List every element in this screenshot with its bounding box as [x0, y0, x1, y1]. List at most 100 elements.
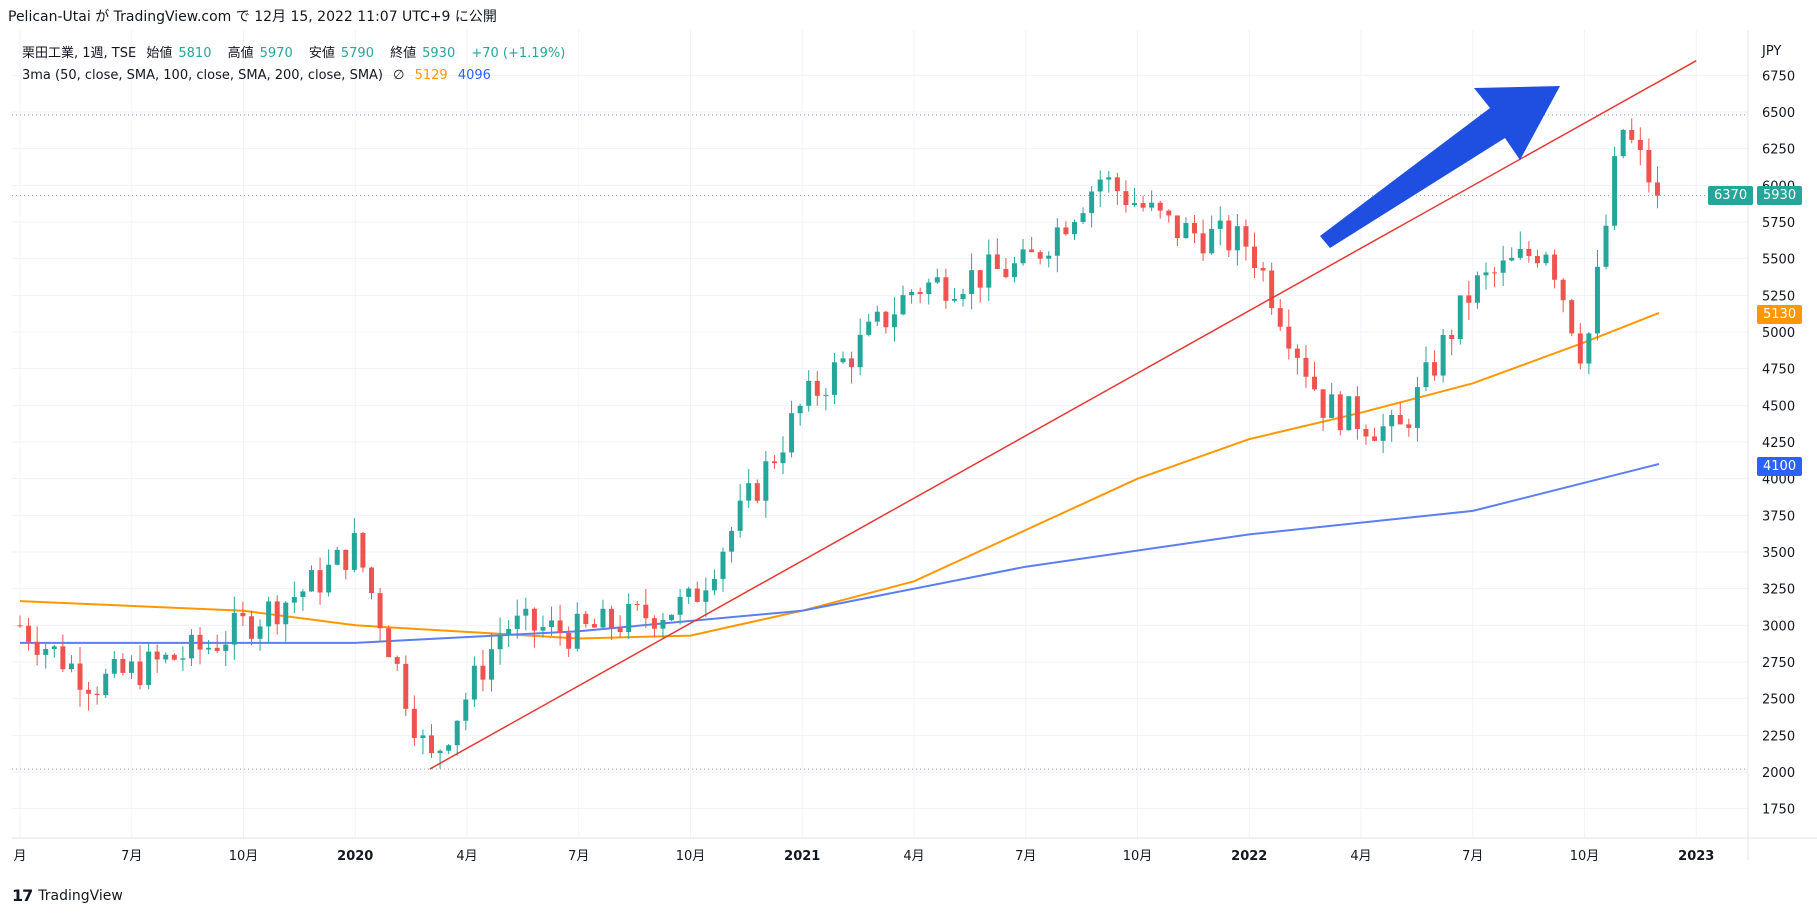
- candle-body: [1509, 257, 1515, 261]
- ohlc-high: 高値 5970: [227, 46, 293, 61]
- candle-body: [326, 564, 332, 593]
- candle-body: [231, 612, 237, 645]
- up-right-arrow-shape: [1320, 86, 1560, 248]
- candle-body: [660, 620, 666, 629]
- candle-body: [1260, 268, 1266, 271]
- candle-body: [591, 624, 597, 628]
- y-tick-label: 4250: [1762, 436, 1795, 451]
- candle-body: [351, 532, 357, 570]
- candle-body: [368, 567, 374, 594]
- candle-body: [1397, 414, 1403, 425]
- candle-body: [1114, 177, 1120, 192]
- candle-body: [994, 254, 1000, 269]
- candle-body: [1192, 222, 1198, 234]
- candle-body: [1200, 233, 1206, 254]
- y-tick-label: 2500: [1762, 693, 1795, 708]
- candle-body: [1243, 226, 1249, 247]
- candle-body: [643, 604, 649, 619]
- ma-value-1: 5129: [414, 68, 448, 83]
- candle-body: [763, 461, 769, 501]
- candle-body: [308, 570, 314, 592]
- candle-body: [257, 626, 263, 639]
- candle-body: [960, 294, 966, 299]
- candle-body: [1346, 396, 1352, 431]
- candle-body: [437, 750, 443, 754]
- candle-body: [1603, 225, 1609, 267]
- candle-body: [1380, 426, 1386, 441]
- candle-body: [677, 596, 683, 615]
- candle-body: [480, 665, 486, 680]
- y-tick-label: 6750: [1762, 69, 1795, 84]
- candle-body: [523, 608, 529, 616]
- candle-body: [180, 658, 186, 660]
- candle-body: [574, 613, 580, 649]
- y-tick-label: 5000: [1762, 326, 1795, 341]
- candle-body: [926, 282, 932, 295]
- indicator-info[interactable]: 3ma (50, close, SMA, 100, close, SMA, 20…: [22, 68, 383, 83]
- candle-body: [60, 646, 66, 670]
- candle-body: [86, 689, 92, 694]
- candle-body: [1354, 396, 1360, 430]
- candle-body: [1097, 179, 1103, 192]
- candle-body: [1037, 252, 1043, 259]
- candle-body: [403, 663, 409, 709]
- candle-body: [214, 647, 220, 651]
- symbol-info[interactable]: 栗田工業, 1週, TSE: [22, 46, 137, 61]
- candle-body: [317, 570, 323, 593]
- indicator-legend-row: 3ma (50, close, SMA, 100, close, SMA, 20…: [22, 65, 571, 87]
- candle-body: [1552, 254, 1558, 280]
- x-tick-label: 月: [13, 849, 26, 864]
- candle-body: [969, 270, 975, 295]
- candle-body: [1209, 228, 1215, 254]
- horizontal-lines: [12, 114, 1748, 770]
- hidden-indicator-icon: ∅: [393, 68, 405, 83]
- chart-grid: [12, 30, 1748, 838]
- candle-body: [1560, 279, 1566, 301]
- currency-label: JPY: [1761, 44, 1781, 59]
- candle-body: [146, 651, 152, 686]
- y-tick-label: 5250: [1762, 289, 1795, 304]
- time-axis[interactable]: 月 7月 10月 2020 4月 7月 10月 2021 4月 7月 10月 2022 4月 7月 10月 2…: [13, 849, 1714, 864]
- candle-body: [77, 663, 83, 690]
- candle-body: [1440, 334, 1446, 376]
- candle-body: [1046, 255, 1052, 259]
- candle-body: [1080, 213, 1086, 223]
- candle-body: [977, 270, 983, 288]
- candle-body: [1277, 308, 1283, 327]
- ohlc-open: 始値 5810: [146, 46, 212, 61]
- chart-legend: 栗田工業, 1週, TSE 始値 5810 高値 5970 安値 5790 終値 593…: [22, 43, 571, 87]
- candle-body: [1646, 150, 1652, 183]
- y-tick-label: 3750: [1762, 509, 1795, 524]
- y-tick-label: 4000: [1762, 473, 1795, 488]
- candle-body: [549, 620, 555, 628]
- candle-body: [1123, 191, 1129, 206]
- candle-body: [1406, 424, 1412, 428]
- candle-body: [394, 657, 400, 664]
- y-tick-label: 6500: [1762, 106, 1795, 121]
- candle-body: [789, 413, 795, 453]
- y-tick-label: 3250: [1762, 583, 1795, 598]
- candle-body: [583, 613, 589, 625]
- candle-body: [600, 608, 606, 628]
- candle-body: [1449, 334, 1455, 339]
- candle-body: [823, 394, 829, 396]
- candle-body: [729, 530, 735, 552]
- candle-body: [874, 311, 880, 322]
- y-tick-label: 1750: [1762, 803, 1795, 818]
- candle-body: [1577, 333, 1583, 364]
- candle-body: [557, 620, 563, 633]
- candle-body: [1174, 215, 1180, 239]
- candle-body: [737, 500, 743, 531]
- candle-body: [1303, 357, 1309, 377]
- candle-body: [386, 628, 392, 658]
- candle-body: [248, 616, 254, 639]
- candle-body: [609, 608, 615, 629]
- x-tick-label: 10月: [1123, 849, 1153, 864]
- candle-body: [1517, 248, 1523, 258]
- price-axis[interactable]: JPY 1750 2000 2250 2500 2750 3000 3250 3500 3750 4…: [12, 30, 1817, 860]
- candle-body: [1149, 202, 1155, 208]
- candle-body: [1312, 376, 1318, 390]
- candle-body: [17, 625, 23, 627]
- candle-body: [1140, 203, 1146, 208]
